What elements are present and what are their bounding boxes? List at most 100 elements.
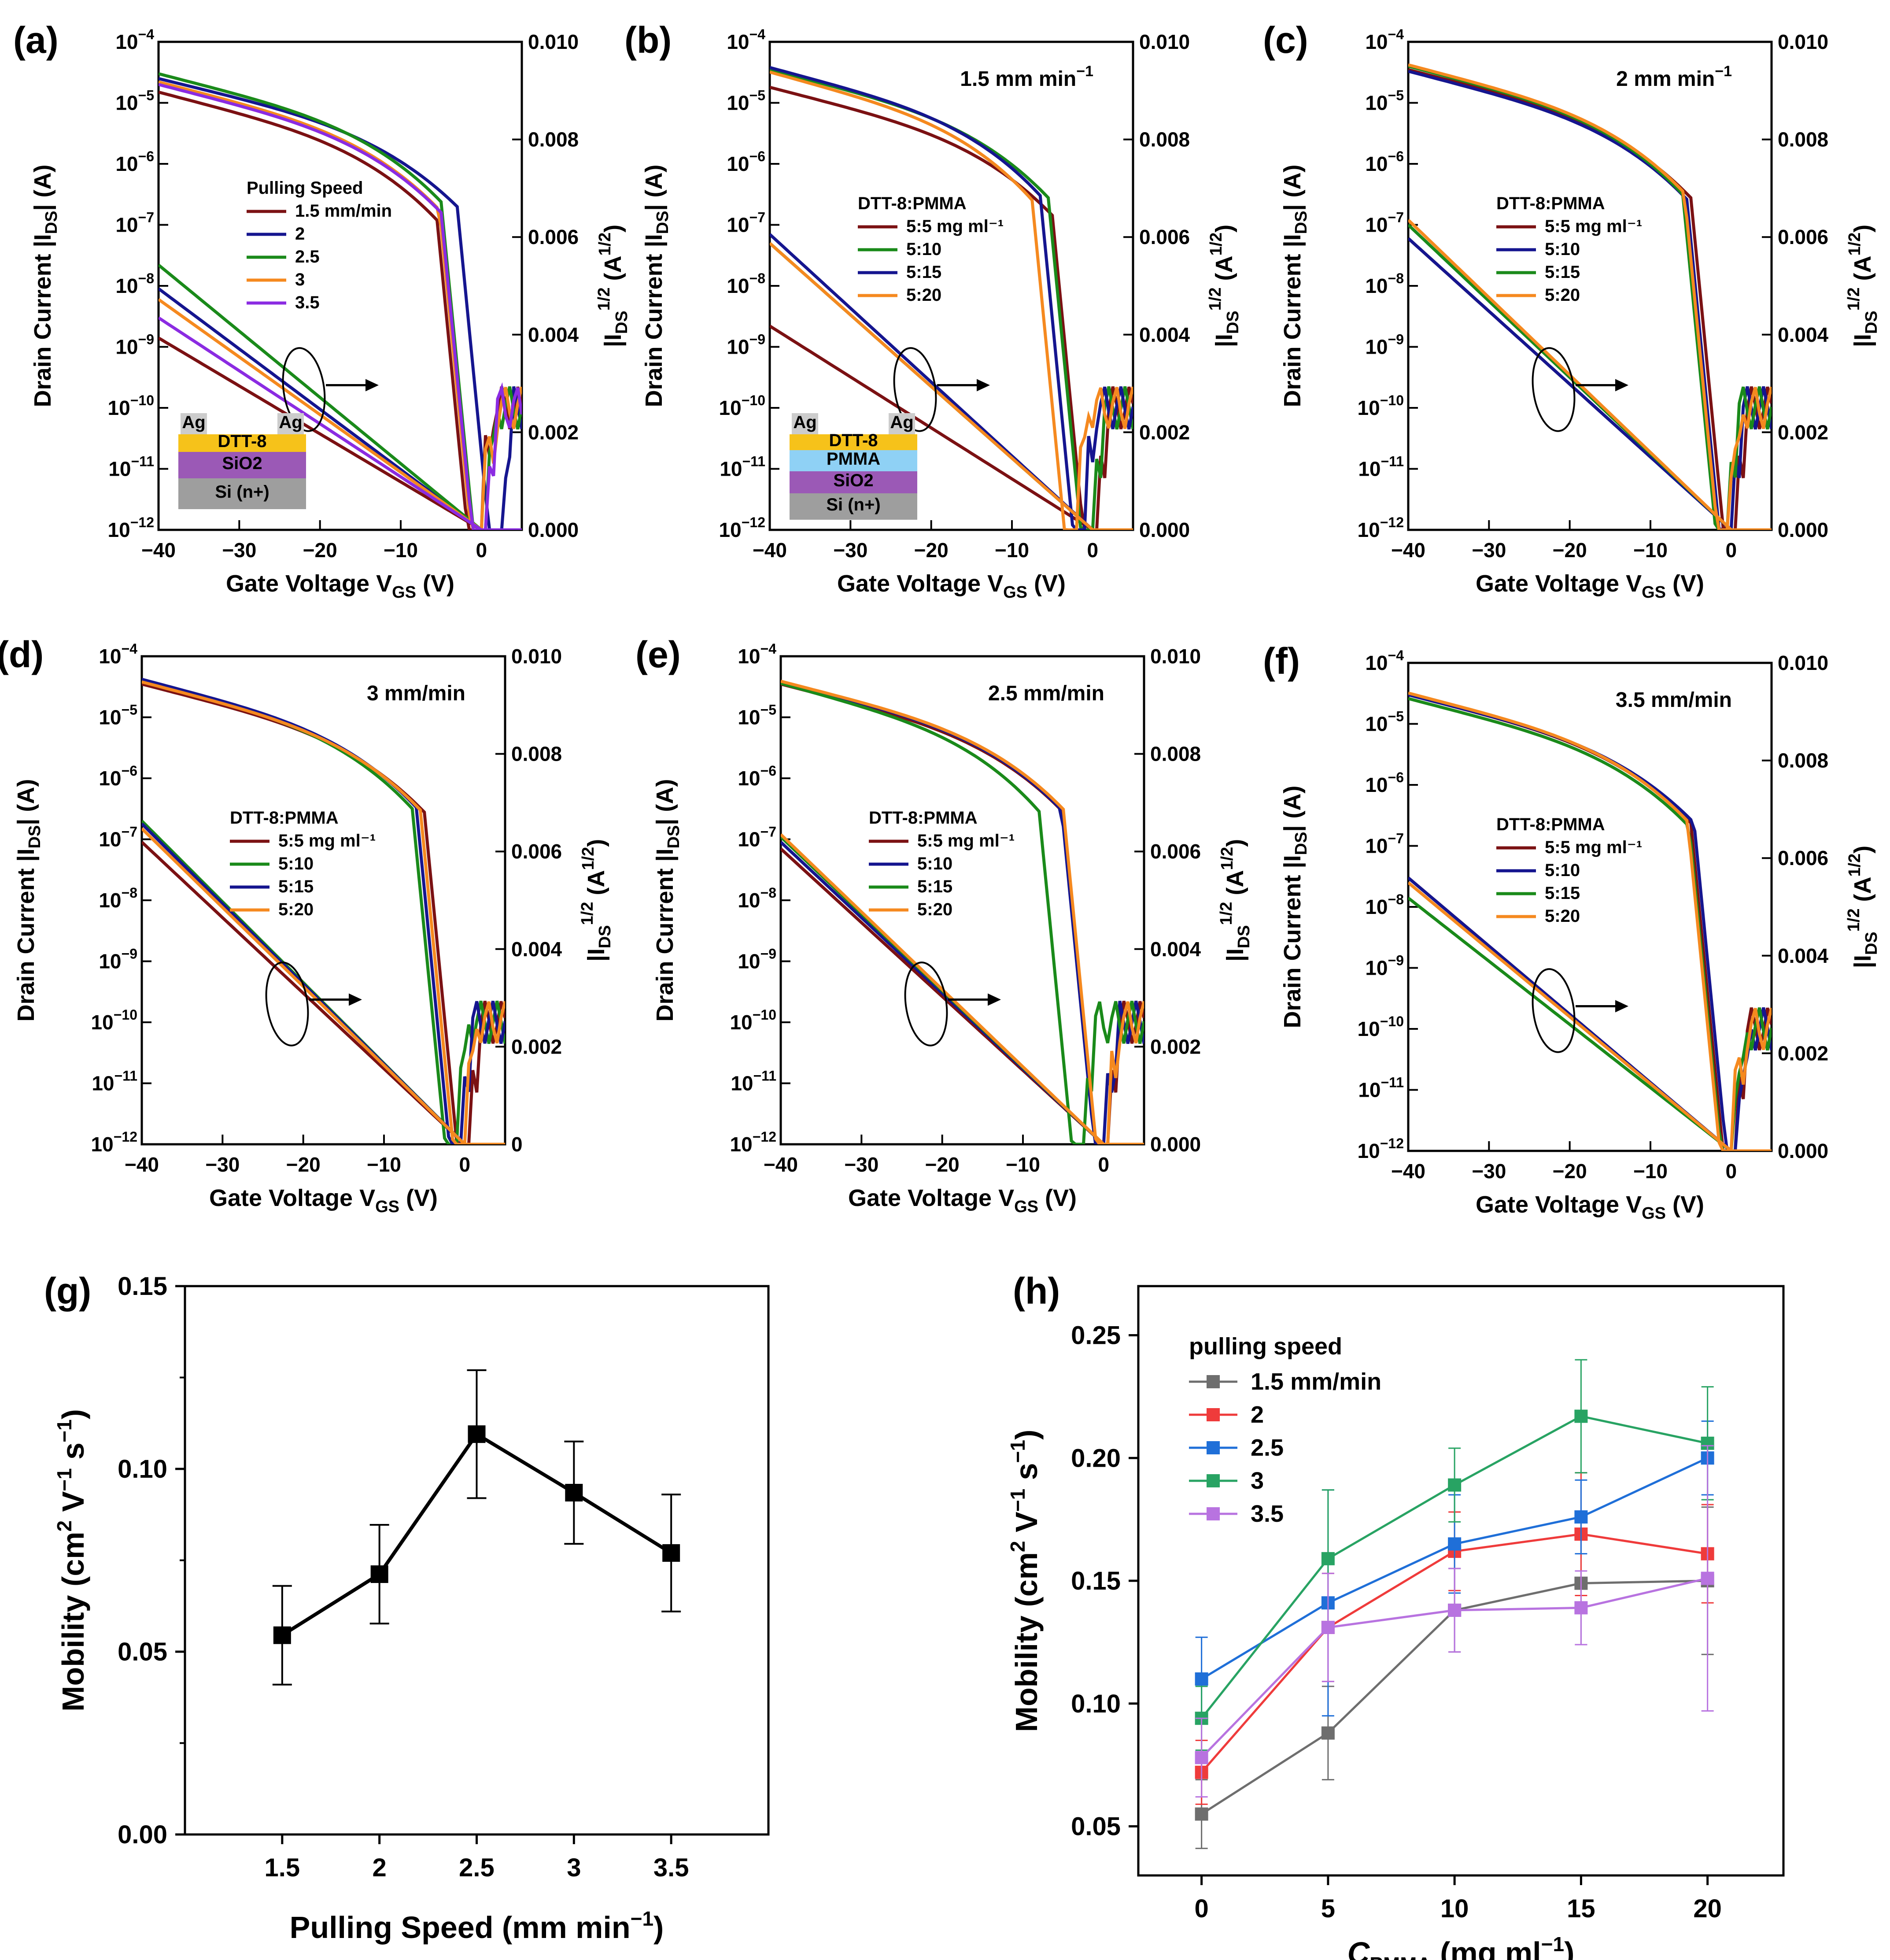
ytick-left-label: 10−7 (115, 210, 154, 237)
ytick-right-label: 0.008 (511, 743, 562, 766)
y-label-d: ) (56, 1409, 90, 1419)
sqrt-transfer-curve-3 (770, 242, 1133, 530)
y-axis-label-right: |IDS1/2 (A1/2) (1217, 839, 1253, 962)
ytick-right-label: 0.006 (1139, 226, 1190, 248)
ytick-left-label: 10−12 (108, 514, 154, 541)
data-point (1574, 1510, 1588, 1524)
curve-group-ellipse (904, 962, 948, 1047)
legend-label: 2.5 (1251, 1435, 1284, 1461)
ytick-left-label: 10−4 (115, 26, 154, 53)
x-axis-label-sub: GS (1642, 583, 1666, 602)
log-transfer-curve-0 (770, 85, 1133, 530)
curve-group-ellipse (265, 962, 309, 1047)
layer-0 (178, 434, 306, 452)
xtick-label: 15 (1567, 1894, 1595, 1923)
xtick-label: 5 (1321, 1894, 1335, 1923)
y-right-unit-sup: 1/2 (1218, 847, 1237, 870)
ytick-left-label: 10−12 (91, 1129, 137, 1156)
xtick-label: −20 (925, 1153, 960, 1176)
ytick-left-label: 10−8 (99, 885, 137, 912)
legend-label: 3 (1251, 1468, 1264, 1494)
xtick-label: −30 (205, 1153, 240, 1176)
legend-label: 5:20 (1545, 285, 1580, 305)
x-axis-label-close: ) (653, 1910, 664, 1945)
xtick-label: −30 (833, 539, 867, 562)
ytick-right-label: 0.010 (528, 30, 579, 53)
xtick-label: 2.5 (459, 1853, 495, 1882)
ytick-left-label: 10−12 (1358, 514, 1404, 541)
data-point (1195, 1751, 1208, 1764)
y-right-close: ) (1849, 225, 1876, 233)
xtick-label: −20 (286, 1153, 321, 1176)
log-transfer-curve-0 (142, 682, 505, 1144)
ytick-left-label: 10−11 (1358, 1075, 1404, 1102)
curve-group-ellipse (1532, 968, 1576, 1053)
y-label-c: s (1009, 1463, 1044, 1488)
legend-title: DTT-8:PMMA (1496, 815, 1605, 834)
legend-swatch-marker (1207, 1474, 1220, 1487)
x-axis-label-c: C (1347, 1936, 1370, 1960)
legend-label: 3 (295, 270, 305, 289)
legend-label: 5:20 (906, 285, 941, 305)
legend-label: 5:15 (1545, 263, 1580, 282)
ytick-left-label: 10−4 (727, 26, 765, 53)
x-axis-label: Gate Voltage VGS (V) (837, 570, 1066, 602)
ytick-right-label: 0.010 (1139, 30, 1190, 53)
y-left-unit: | (A) (641, 164, 668, 211)
y-left-main: Drain Current |I (641, 234, 668, 407)
y-right-close: ) (1849, 846, 1876, 854)
xtick-label: −40 (125, 1153, 159, 1176)
y-axis-label: Mobility (cm2 V−1 s−1) (1006, 1430, 1044, 1732)
ytick-left-label: 10−11 (731, 1068, 776, 1095)
legend-label: 5:20 (278, 900, 314, 919)
layer-label: SiO2 (222, 454, 262, 473)
curves (770, 66, 1133, 530)
speed-annotation-sup: −1 (1715, 63, 1732, 80)
panel-label: (c) (1263, 19, 1308, 61)
ytick-left-label: 10−6 (738, 763, 776, 790)
ytick-label: 0.25 (1071, 1321, 1121, 1350)
xtick-label: 2 (373, 1853, 387, 1882)
legend-label: 5:20 (917, 900, 952, 919)
layer-label: DTT-8 (829, 431, 878, 450)
legend-title: Pulling Speed (247, 178, 363, 198)
xtick-label: −20 (303, 539, 337, 562)
ytick-label: 0.20 (1071, 1444, 1121, 1472)
speed-annotation-text: 2.5 mm/min (988, 682, 1104, 705)
data-point (1321, 1726, 1335, 1740)
xtick-label: 0 (459, 1153, 471, 1176)
ytick-left-label: 10−6 (727, 148, 765, 175)
ytick-label: 0.10 (1071, 1690, 1121, 1718)
ytick-right-label: 0.006 (1150, 840, 1201, 863)
speed-annotation: 2 mm min−1 (1616, 63, 1732, 91)
panel-d: (d) 10−12 10−11 10−10 10−9 10−8 10−7 10−6 10−5 10… (0, 634, 614, 1216)
legend-label: 5:10 (1545, 240, 1580, 259)
ytick-right-label: 0.008 (528, 128, 579, 151)
xtick-label: 0 (1098, 1153, 1110, 1176)
y-right-main: |I (1222, 948, 1249, 962)
ytick-left-label: 10−6 (115, 148, 154, 175)
y-left-main: Drain Current |I (13, 848, 40, 1021)
x-axis-label: Pulling Speed (mm min−1) (290, 1907, 664, 1945)
curves (1408, 692, 1772, 1151)
speed-annotation-text: 3 mm/min (367, 682, 465, 705)
curves (1408, 63, 1772, 530)
legend-title: DTT-8:PMMA (858, 194, 967, 213)
xtick-label: −10 (1633, 1160, 1668, 1183)
curve-group-ellipse (893, 347, 937, 432)
xtick-label: −20 (1553, 1160, 1587, 1183)
log-transfer-curve-3 (1408, 692, 1772, 1151)
y-right-unit: (A (600, 256, 626, 288)
layer-label: Si (n+) (826, 495, 880, 514)
ytick-label: 0.05 (1071, 1812, 1121, 1841)
ytick-left-label: 10−8 (1365, 891, 1404, 918)
ytick-right-label: 0.008 (1778, 128, 1828, 151)
speed-annotation-text: 3.5 mm/min (1616, 688, 1732, 712)
xtick-label: −40 (753, 539, 787, 562)
y-label-d: ) (1009, 1430, 1044, 1440)
legend-label: 2 (1251, 1402, 1264, 1428)
x-axis-label-unit: (V) (1666, 1191, 1704, 1218)
y-left-unit: | (A) (13, 779, 40, 825)
log-transfer-curve-1 (1408, 70, 1772, 530)
